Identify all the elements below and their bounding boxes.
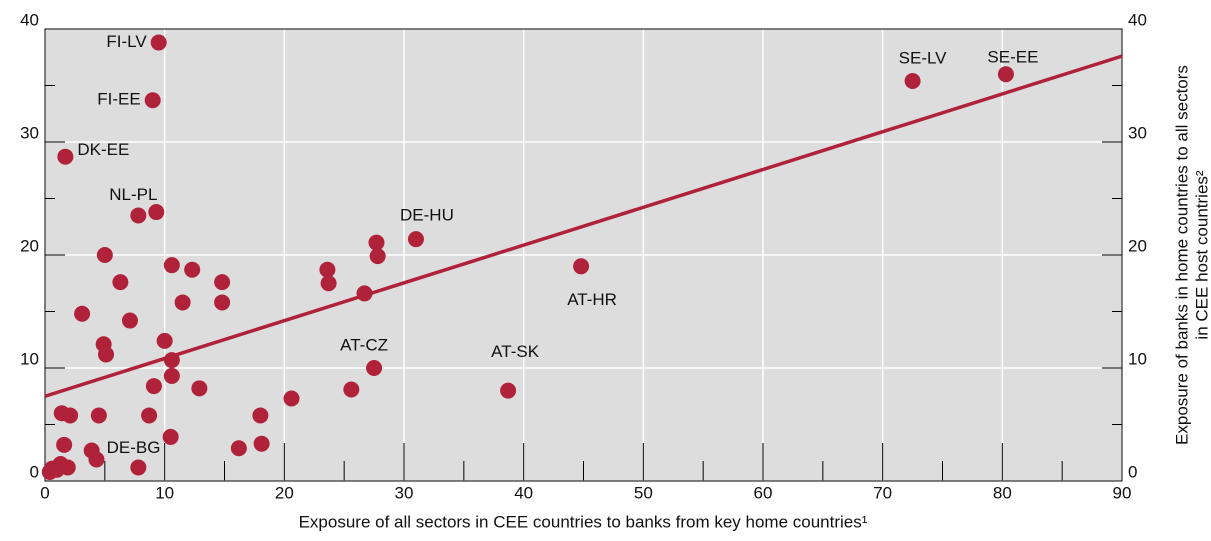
point: [62, 407, 79, 424]
x-tick-label: 0: [40, 483, 49, 502]
point: [343, 381, 360, 398]
point: [184, 261, 201, 278]
x-tick-label: 40: [514, 483, 533, 502]
y2-tick-label: 40: [1128, 10, 1147, 29]
point: [48, 461, 65, 478]
point: [319, 261, 336, 278]
point: [96, 247, 113, 263]
x-tick-label: 70: [873, 483, 892, 502]
y2-tick-label: 30: [1128, 123, 1147, 142]
point: [253, 435, 270, 452]
point: [56, 436, 73, 453]
point: [150, 34, 167, 51]
x-tick-label: 20: [275, 483, 294, 502]
point: [98, 346, 115, 363]
point: [156, 332, 173, 349]
x-tick-label: 30: [395, 483, 414, 502]
point-label: SE-EE: [987, 48, 1038, 67]
x-tick-label: 60: [754, 483, 773, 502]
point: [112, 274, 129, 291]
y2-tick-label: 10: [1128, 349, 1147, 368]
point: [162, 428, 179, 445]
x-tick-label: 90: [1113, 483, 1132, 502]
y-tick-label: 20: [20, 236, 39, 255]
point-label: AT-HR: [567, 290, 617, 309]
plot-frame: [44, 28, 1123, 482]
point: [356, 285, 373, 302]
point: [904, 72, 921, 89]
x-tick-label: 10: [155, 483, 174, 502]
point: [214, 294, 231, 311]
point: [997, 66, 1014, 83]
y-tick-label: 30: [20, 123, 39, 142]
y-tick-label: 0: [30, 462, 39, 481]
x-tick-label: 50: [634, 483, 653, 502]
y2-tick-label: 20: [1128, 236, 1147, 255]
point-label: DE-HU: [400, 206, 454, 225]
point: [144, 92, 161, 109]
point: [407, 231, 424, 248]
point: [88, 451, 105, 468]
point: [230, 440, 247, 457]
point-label: FI-LV: [106, 32, 147, 51]
point: [57, 148, 74, 165]
point: [163, 257, 180, 274]
point: [145, 378, 162, 395]
point-label: SE-LV: [899, 48, 948, 67]
point: [214, 274, 231, 291]
point: [90, 407, 107, 424]
point: [148, 204, 165, 221]
point: [283, 390, 300, 407]
y2-axis-label: Exposure of banks in home countries to a…: [1172, 65, 1191, 445]
trend-line: [44, 54, 1123, 398]
point: [252, 407, 269, 424]
point-label: AT-CZ: [340, 335, 388, 354]
point: [121, 312, 138, 329]
point-label: AT-SK: [491, 342, 540, 361]
point: [141, 407, 158, 424]
x-axis-label: Exposure of all sectors in CEE countries…: [299, 512, 868, 531]
y2-axis-label: in CEE host countries²: [1192, 170, 1211, 339]
y-tick-label: 10: [20, 349, 39, 368]
point: [368, 234, 385, 251]
point: [191, 380, 208, 397]
x-tick-label: 80: [993, 483, 1012, 502]
point-label: NL-PL: [109, 185, 157, 204]
point: [130, 459, 147, 476]
point: [500, 382, 517, 399]
point: [163, 367, 180, 384]
point-label: DE-BG: [107, 438, 161, 457]
point: [573, 258, 590, 275]
y2-tick-label: 0: [1128, 462, 1137, 481]
point: [369, 248, 386, 265]
point: [74, 305, 91, 322]
point: [366, 360, 383, 376]
point: [320, 275, 337, 292]
point-label: DK-EE: [77, 140, 129, 159]
point: [163, 352, 180, 369]
point: [174, 294, 191, 311]
y-tick-label: 40: [20, 10, 39, 29]
point-label: FI-EE: [97, 90, 140, 109]
point: [130, 207, 147, 224]
